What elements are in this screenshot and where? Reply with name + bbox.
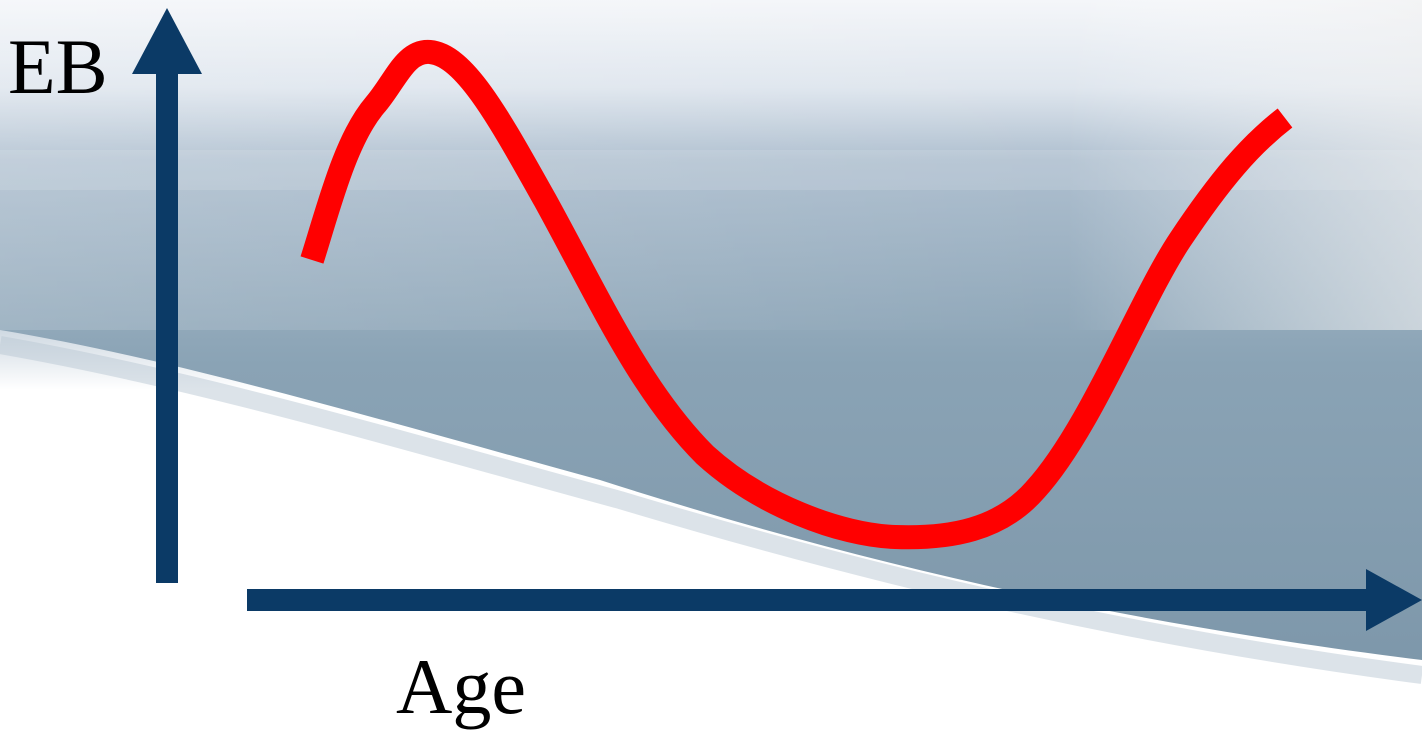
y-axis-label: EB	[8, 23, 108, 110]
y-axis-arrowhead	[132, 8, 202, 74]
eb-age-curve	[300, 40, 1293, 550]
x-axis	[247, 569, 1422, 631]
y-axis	[132, 8, 202, 583]
x-axis-label: Age	[396, 643, 526, 730]
x-axis-arrowhead	[1366, 569, 1422, 631]
